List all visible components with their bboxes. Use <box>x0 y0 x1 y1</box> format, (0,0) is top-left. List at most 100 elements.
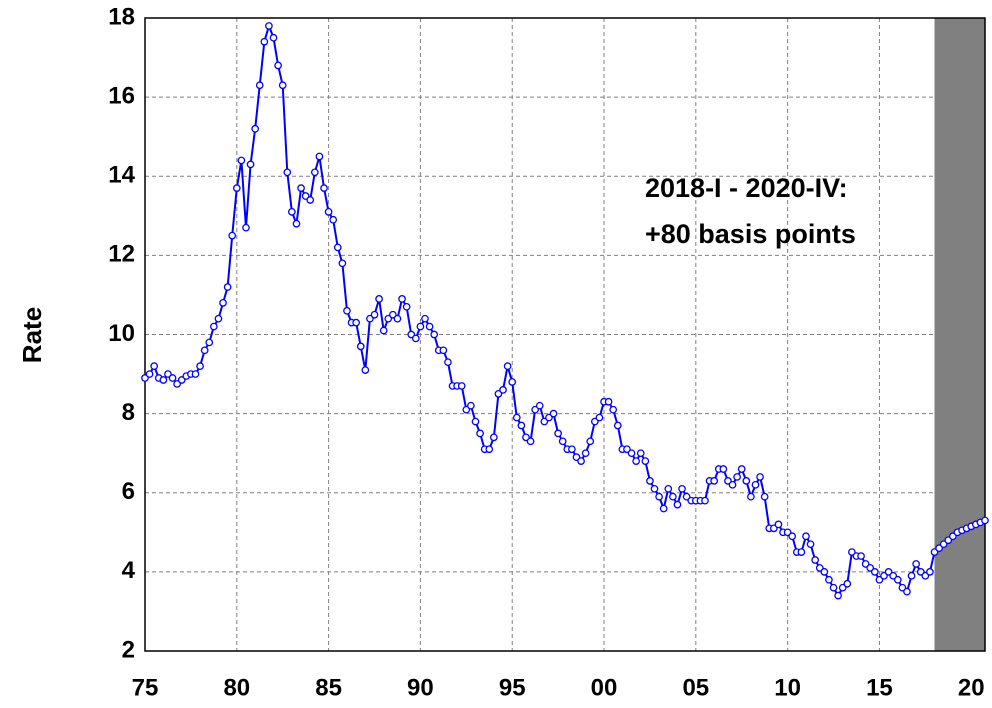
data-point <box>673 500 682 509</box>
data-point <box>343 306 351 315</box>
data-point <box>352 318 360 327</box>
data-point <box>627 449 636 458</box>
data-point <box>439 346 448 355</box>
data-point <box>402 302 411 311</box>
data-point <box>508 378 517 386</box>
annotation: 2018-I - 2020-IV: <box>645 173 848 203</box>
data-point <box>829 583 838 592</box>
data-point <box>379 326 388 335</box>
y-tick-label: 12 <box>108 241 135 268</box>
data-point <box>604 397 613 406</box>
data-point <box>710 477 719 485</box>
data-point <box>586 437 595 446</box>
data-point <box>265 22 273 30</box>
data-point <box>274 61 282 70</box>
data-point <box>159 376 168 384</box>
x-tick-label: 15 <box>866 674 893 701</box>
data-point <box>338 259 347 268</box>
data-point <box>320 184 328 192</box>
data-point <box>632 457 640 465</box>
data-point <box>797 548 806 556</box>
data-point <box>444 358 452 367</box>
data-point <box>246 160 255 169</box>
data-point <box>297 184 305 192</box>
data-point <box>398 295 406 303</box>
data-point <box>490 433 498 442</box>
x-tick-label: 05 <box>682 674 709 701</box>
data-point <box>288 208 296 216</box>
data-point <box>223 283 232 291</box>
data-point <box>733 473 741 481</box>
data-point <box>251 124 260 133</box>
data-point <box>669 492 677 501</box>
data-point <box>425 322 434 331</box>
data-point <box>650 484 659 493</box>
annotation: +80 basis points <box>645 219 856 249</box>
data-point <box>811 556 820 564</box>
data-point <box>196 362 204 370</box>
data-point <box>278 81 287 90</box>
data-point <box>269 33 278 42</box>
data-point <box>517 421 526 430</box>
data-point <box>595 413 604 422</box>
data-point <box>292 219 301 228</box>
data-point <box>260 37 269 46</box>
data-point <box>636 449 645 458</box>
data-point <box>737 465 746 473</box>
x-tick-label: 90 <box>407 674 434 701</box>
data-point <box>512 413 521 422</box>
x-tick-label: 85 <box>315 674 342 701</box>
data-point <box>857 552 865 560</box>
x-tick-label: 10 <box>774 674 801 701</box>
data-point <box>728 480 737 489</box>
data-point <box>411 334 420 343</box>
data-point <box>430 330 439 339</box>
data-point <box>581 449 590 458</box>
data-point <box>664 484 673 493</box>
data-point <box>641 457 650 465</box>
data-point <box>577 457 585 465</box>
data-point <box>200 346 209 355</box>
data-point <box>333 243 342 252</box>
data-point <box>219 298 227 307</box>
y-tick-label: 2 <box>122 636 135 663</box>
y-tick-label: 14 <box>108 162 135 189</box>
x-tick-label: 80 <box>223 674 250 701</box>
data-point <box>535 401 544 410</box>
data-point <box>870 568 879 576</box>
data-point <box>788 532 797 541</box>
y-tick-label: 18 <box>108 3 135 30</box>
data-point <box>554 429 562 438</box>
data-point <box>926 568 934 576</box>
data-point <box>558 437 567 446</box>
x-tick-label: 95 <box>499 674 526 701</box>
data-point <box>760 492 769 501</box>
data-point <box>191 370 200 378</box>
data-point <box>912 560 920 568</box>
data-point <box>499 386 507 394</box>
x-tick-label: 00 <box>591 674 618 701</box>
data-point <box>742 477 751 485</box>
data-point <box>526 437 535 446</box>
data-point <box>568 445 576 454</box>
data-point <box>306 196 315 204</box>
data-point <box>907 571 916 580</box>
data-point <box>549 409 558 418</box>
data-point <box>375 295 383 303</box>
x-tick-label: 75 <box>132 674 159 701</box>
data-point <box>310 168 319 177</box>
data-point <box>843 579 852 588</box>
data-point <box>834 591 842 600</box>
data-point <box>228 231 237 240</box>
data-point <box>168 374 177 382</box>
data-point <box>825 575 833 584</box>
data-point <box>370 310 379 319</box>
plot-frame <box>144 17 986 652</box>
data-point <box>802 532 810 541</box>
data-point <box>237 156 246 165</box>
data-point <box>150 362 159 370</box>
y-axis-label: Rate <box>17 307 47 363</box>
data-point <box>421 314 429 323</box>
data-point <box>416 322 425 331</box>
